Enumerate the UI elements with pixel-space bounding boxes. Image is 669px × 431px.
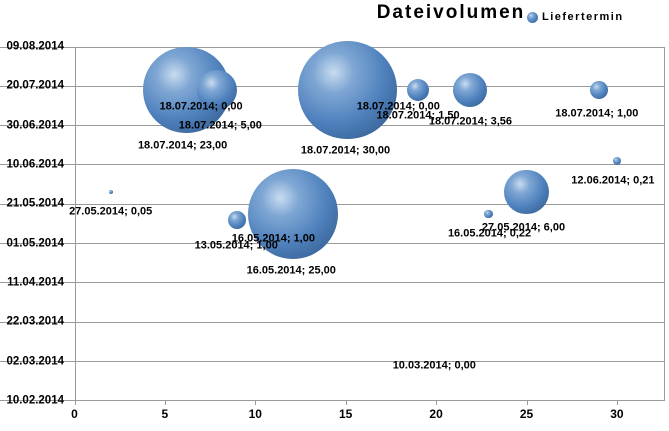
data-label: 16.05.2014; 0,22 — [447, 227, 532, 240]
data-label: 13.05.2014; 1,00 — [194, 239, 278, 252]
data-label: 16.05.2014; 1,00 — [231, 232, 315, 245]
data-label: 18.07.2014; 3,56 — [428, 115, 513, 128]
x-axis-tick — [164, 401, 166, 405]
gridline — [0, 400, 665, 402]
y-axis-label: 22.03.2014 — [6, 315, 64, 328]
y-axis-label: 21.05.2014 — [6, 197, 64, 210]
y-axis-label: 01.05.2014 — [6, 236, 64, 249]
data-label: 18.07.2014; 5,00 — [178, 119, 262, 132]
x-axis-label: 15 — [339, 407, 353, 421]
data-label: 10.03.2014; 0,00 — [392, 359, 476, 372]
data-label: 12.06.2014; 0,21 — [571, 174, 655, 187]
x-axis-tick — [526, 401, 528, 405]
y-axis-label: 11.04.2014 — [7, 276, 64, 289]
y-axis-label: 10.02.2014 — [6, 394, 64, 407]
x-axis-label: 25 — [519, 407, 534, 421]
x-axis-label: 20 — [429, 407, 443, 421]
bubble[interactable] — [248, 168, 339, 259]
y-axis-label: 02.03.2014 — [6, 354, 64, 367]
x-axis-label: 30 — [610, 407, 624, 421]
bubble[interactable] — [298, 40, 397, 140]
x-axis-label: 10 — [248, 407, 262, 421]
gridline — [0, 321, 665, 323]
y-axis-label: 30.06.2014 — [6, 118, 64, 131]
gridline — [0, 282, 665, 284]
data-label: 27.05.2014; 0,05 — [69, 205, 153, 218]
y-axis-line — [74, 47, 76, 401]
data-label: 16.05.2014; 25,00 — [246, 264, 336, 277]
data-label: 18.07.2014; 1,00 — [555, 107, 639, 120]
x-axis-tick — [74, 401, 76, 405]
y-axis-label: 10.06.2014 — [6, 158, 64, 171]
data-label: 18.07.2014; 23,00 — [137, 139, 228, 152]
plot-right-border — [664, 47, 665, 401]
bubble[interactable] — [504, 170, 549, 215]
x-axis-tick — [255, 401, 257, 405]
x-axis-tick — [616, 401, 618, 405]
data-label: 18.07.2014; 30,00 — [300, 144, 391, 157]
gridline — [0, 361, 665, 363]
gridline — [0, 243, 665, 245]
data-label: 18.07.2014; 0,00 — [159, 100, 243, 113]
legend[interactable]: Liefertermin — [527, 11, 624, 23]
data-label: 27.05.2014; 6,00 — [481, 221, 566, 234]
y-axis-label: 20.07.2014 — [6, 79, 64, 92]
bubble[interactable] — [228, 210, 247, 229]
bubble[interactable] — [484, 209, 493, 219]
bubble[interactable] — [453, 72, 488, 107]
y-axis-label: 09.08.2014 — [6, 40, 64, 53]
bubble[interactable] — [406, 78, 430, 101]
bubble[interactable] — [197, 69, 238, 111]
x-axis-tick — [436, 401, 438, 405]
x-axis-label: 5 — [161, 407, 169, 421]
gridline — [0, 164, 665, 166]
bubble[interactable] — [612, 156, 621, 165]
chart-title: Dateivolumen — [376, 2, 526, 23]
bubble[interactable] — [108, 190, 113, 195]
bubble[interactable] — [589, 80, 608, 99]
legend-label: Liefertermin — [542, 11, 624, 23]
data-label: 18.07.2014; 0,00 — [356, 100, 440, 113]
x-axis-label: 0 — [71, 407, 78, 421]
x-axis-tick — [345, 401, 347, 405]
data-label: 18.07.2014; 1,50 — [376, 109, 460, 122]
legend-bubble-icon — [527, 11, 538, 23]
